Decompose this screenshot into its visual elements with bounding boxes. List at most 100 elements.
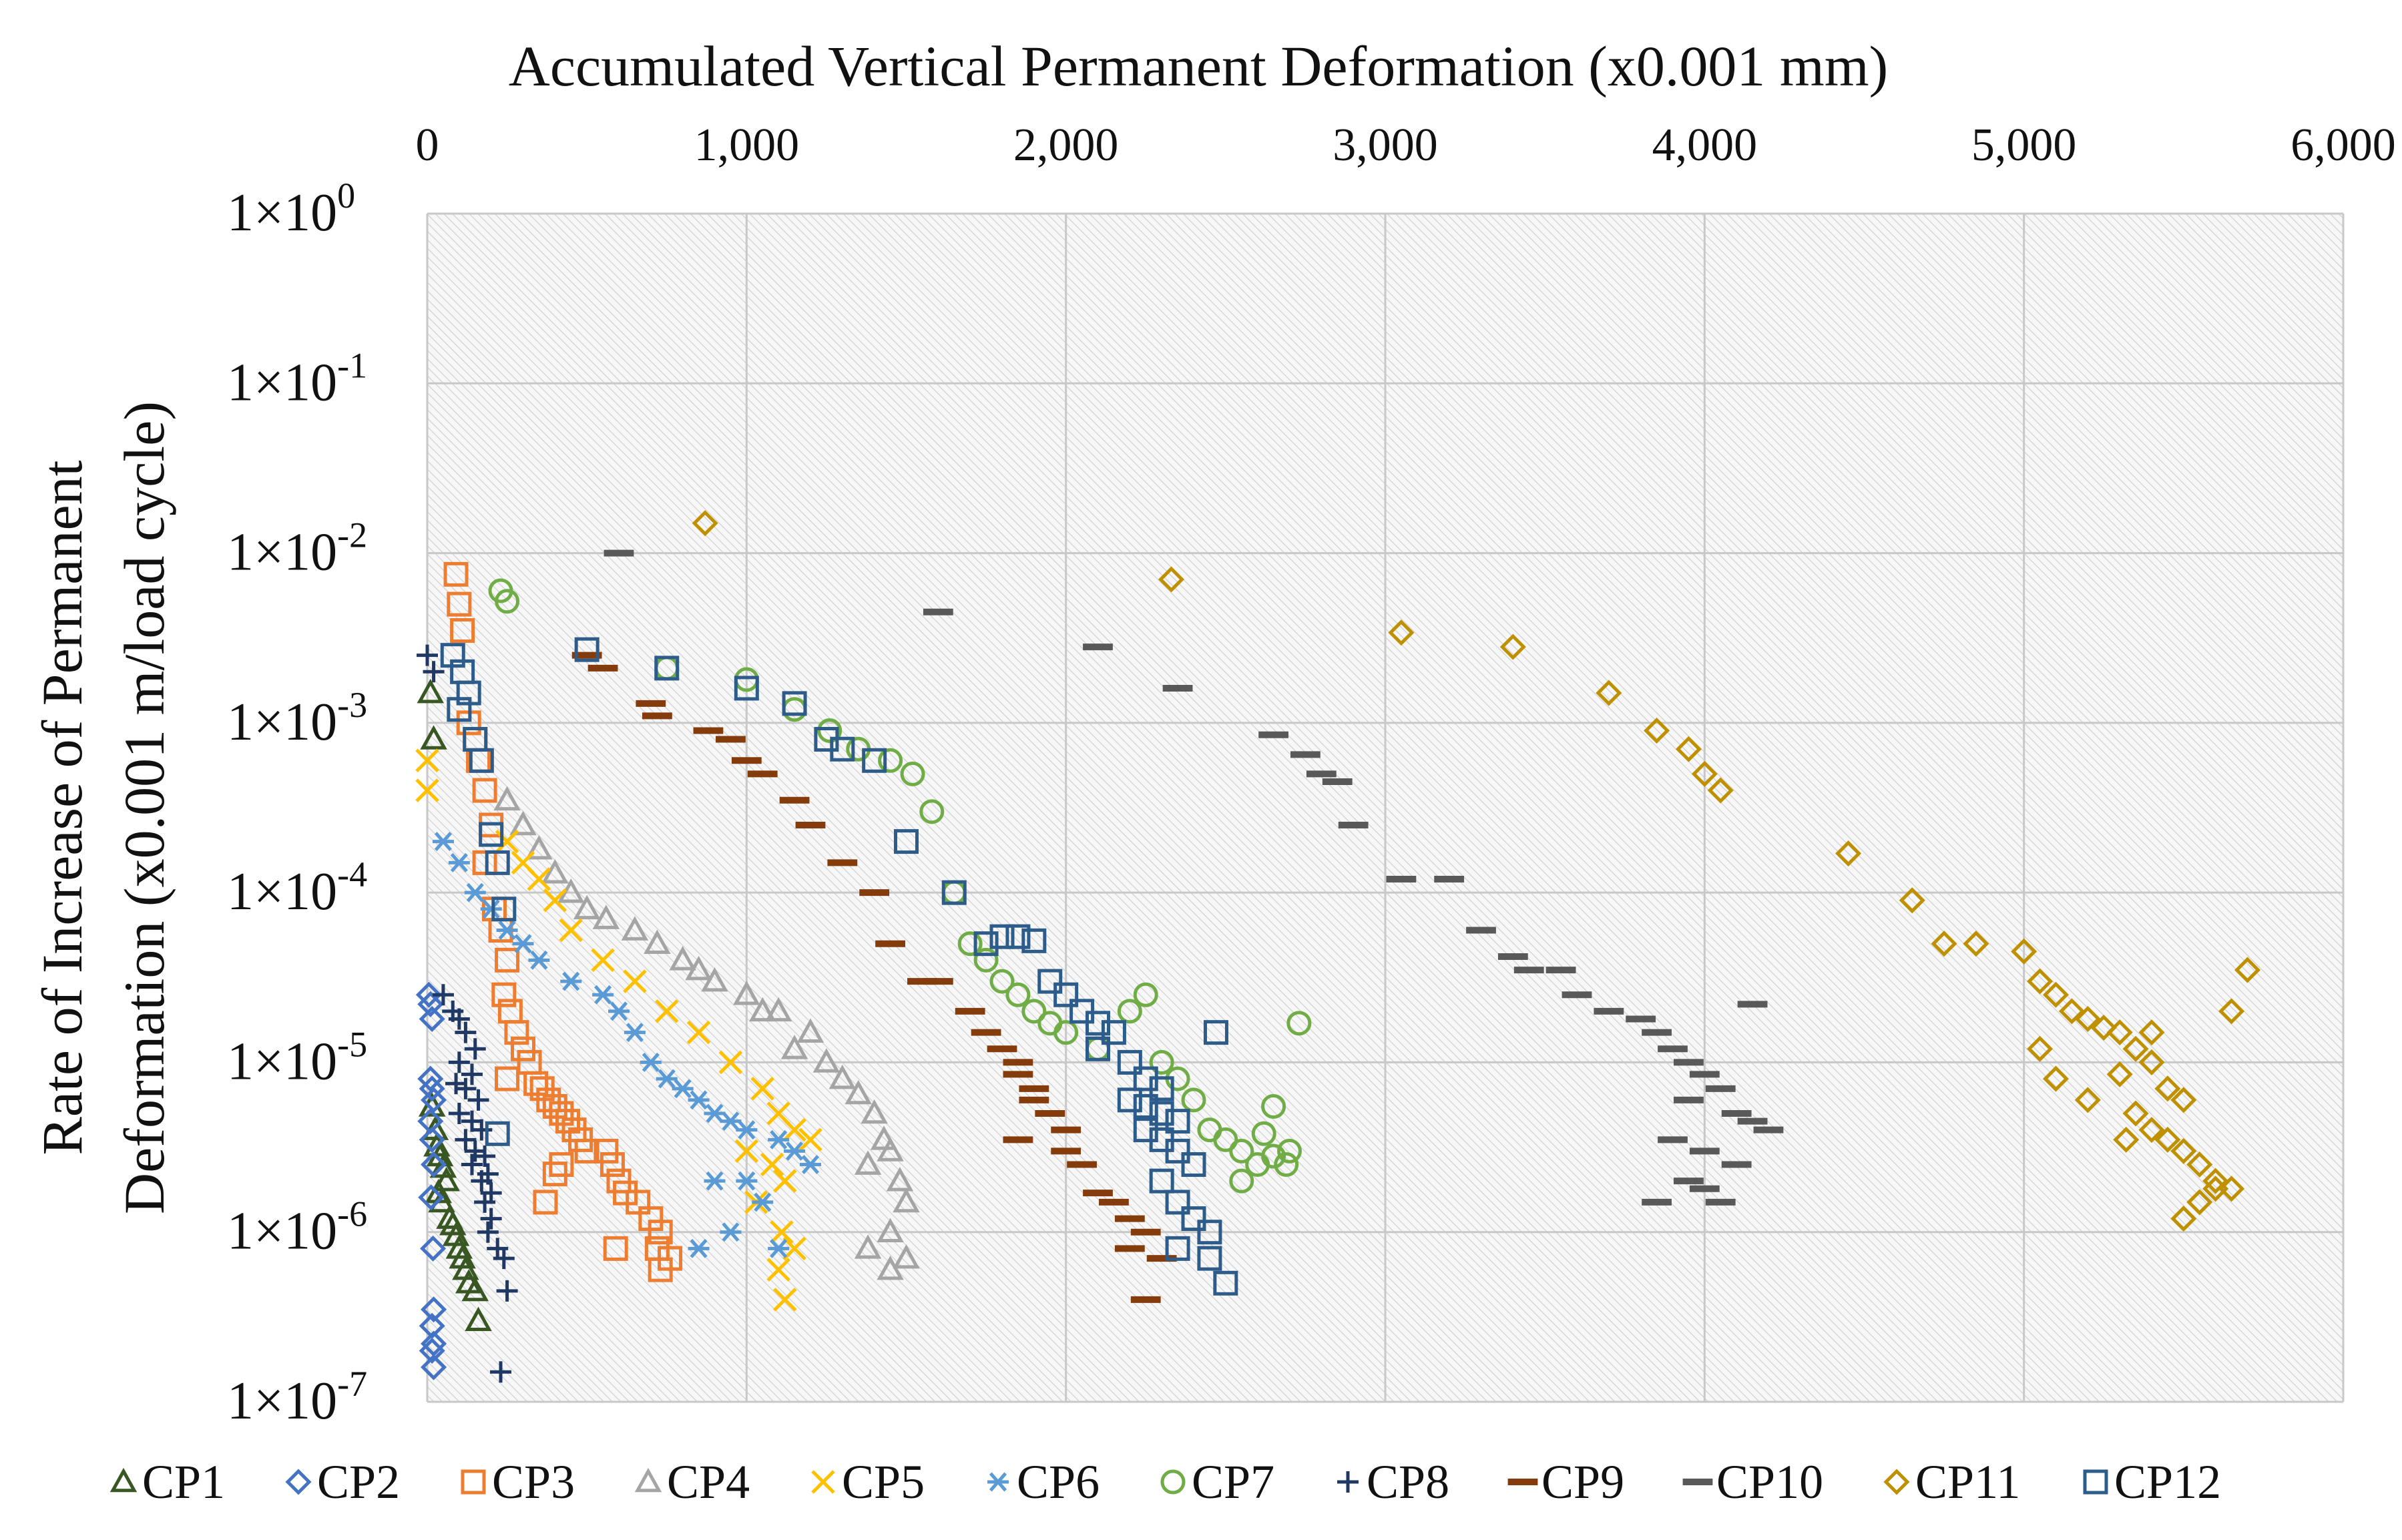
data-point-cp7 — [973, 947, 999, 973]
y-tick-label: 1×10-6 — [227, 1194, 367, 1261]
x-tick-label: 4,000 — [1652, 119, 1758, 171]
data-point-cp12 — [1021, 928, 1047, 953]
x-tick-label: 5,000 — [1971, 119, 2077, 171]
data-point-cp11 — [2074, 1005, 2101, 1033]
data-point-cp12 — [485, 850, 510, 875]
data-point-cp6 — [512, 934, 534, 954]
series-cp6 — [432, 832, 821, 1258]
data-point-cp7 — [495, 589, 520, 614]
data-point-cp4 — [870, 1125, 898, 1150]
data-point-cp5 — [772, 1288, 797, 1312]
legend-item-cp2: CP2 — [285, 1455, 400, 1509]
data-point-cp7 — [1277, 1138, 1302, 1164]
data-point-cp4 — [796, 1018, 824, 1043]
data-point-cp4 — [861, 1099, 888, 1124]
data-point-cp5 — [782, 1117, 806, 1142]
data-point-cp2 — [421, 1087, 447, 1113]
data-point-cp3 — [495, 947, 520, 973]
legend-item-cp4: CP4 — [634, 1455, 750, 1509]
data-point-cp11 — [1899, 887, 1925, 914]
data-point-cp12 — [1149, 1101, 1174, 1126]
data-point-cp8 — [461, 1153, 483, 1176]
data-point-cp3 — [447, 591, 472, 617]
data-point-cp8 — [464, 1038, 486, 1060]
legend-label-cp12: CP12 — [2114, 1455, 2221, 1509]
data-point-cp12 — [1203, 1020, 1228, 1045]
series-cp2 — [415, 981, 447, 1380]
data-point-cp11 — [2234, 957, 2261, 983]
data-point-cp12 — [1181, 1206, 1206, 1232]
data-points — [415, 510, 2261, 1383]
data-point-cp2 — [419, 1005, 445, 1033]
data-point-cp8 — [448, 1051, 470, 1073]
data-point-cp4 — [669, 946, 696, 971]
data-point-cp12 — [456, 680, 481, 706]
data-point-cp8 — [432, 984, 454, 1006]
y-axis-title-line2: Deformation (x0.001 m/load cycle) — [112, 401, 176, 1214]
data-point-cp11 — [1158, 566, 1185, 593]
legend-label-cp6: CP6 — [1017, 1455, 1100, 1509]
data-point-cp11 — [2122, 1035, 2149, 1062]
data-point-cp4 — [893, 1188, 920, 1213]
data-point-cp6 — [768, 1129, 790, 1149]
data-point-cp7 — [919, 799, 945, 824]
series-cp5 — [415, 748, 822, 1312]
data-point-cp11 — [2058, 998, 2085, 1025]
data-point-cp11 — [2202, 1168, 2229, 1194]
legend: CP1 CP2 CP3 CP4 CP5 CP6 CP7 CP8 CP9 CP10 CP11 CP12 — [109, 1455, 2221, 1509]
data-point-cp7 — [1181, 1087, 1206, 1113]
data-point-cp11 — [2113, 1126, 2140, 1153]
x-tick-label: 3,000 — [1333, 119, 1438, 171]
data-point-cp2 — [421, 1151, 447, 1178]
data-point-cp11 — [2170, 1206, 2197, 1232]
series-cp8 — [417, 644, 518, 1383]
data-point-cp6 — [592, 985, 614, 1005]
data-point-cp7 — [1053, 1020, 1079, 1045]
data-point-cp6 — [704, 1171, 726, 1191]
data-point-cp8 — [455, 1077, 477, 1099]
data-point-cp5 — [495, 829, 519, 854]
y-tick-label: 1×10-1 — [227, 345, 367, 412]
data-point-cp4 — [525, 835, 553, 860]
data-point-cp6 — [496, 921, 518, 941]
data-point-cp8 — [423, 661, 445, 683]
data-point-cp11 — [1499, 633, 1526, 660]
data-point-cp1 — [465, 1306, 492, 1331]
data-point-cp6 — [432, 832, 454, 852]
data-point-cp5 — [527, 867, 551, 891]
data-point-cp11 — [2218, 998, 2245, 1025]
data-point-cp5 — [415, 778, 439, 802]
data-point-cp6 — [656, 1069, 678, 1089]
data-point-cp8 — [455, 1129, 477, 1151]
x-tick-label: 2,000 — [1013, 119, 1119, 171]
data-point-cp11 — [2074, 1087, 2101, 1113]
y-tick-label: 1×10-7 — [227, 1364, 367, 1431]
data-point-cp5 — [772, 1169, 797, 1193]
data-point-cp3 — [542, 1162, 567, 1187]
data-point-cp8 — [467, 1089, 489, 1111]
data-point-cp8 — [464, 1140, 486, 1162]
data-point-cp12 — [1165, 1109, 1190, 1134]
data-point-cp6 — [752, 1192, 774, 1212]
data-point-cp3 — [495, 1066, 520, 1091]
legend-label-cp8: CP8 — [1367, 1455, 1449, 1509]
series-cp1 — [417, 678, 492, 1331]
data-point-cp1 — [461, 1276, 489, 1302]
gridlines — [426, 212, 2345, 1403]
data-point-cp3 — [599, 1152, 625, 1178]
data-point-cp3 — [549, 1101, 574, 1126]
data-point-cp4 — [845, 1079, 872, 1105]
data-point-cp4 — [644, 929, 671, 954]
data-point-cp12 — [1213, 1270, 1238, 1296]
x-axis-ticks: 0 1,000 2,000 3,000 4,000 5,000 6,000 — [416, 119, 2396, 171]
data-point-cp11 — [2042, 981, 2070, 1008]
data-point-cp12 — [1053, 982, 1079, 1007]
data-point-cp7 — [1229, 1138, 1254, 1164]
data-point-cp1 — [420, 725, 447, 750]
data-point-cp11 — [2027, 968, 2054, 995]
data-point-cp7 — [989, 969, 1015, 994]
data-point-cp11 — [2122, 1100, 2149, 1127]
data-point-cp12 — [1133, 1093, 1158, 1119]
data-point-cp2 — [417, 1065, 444, 1092]
